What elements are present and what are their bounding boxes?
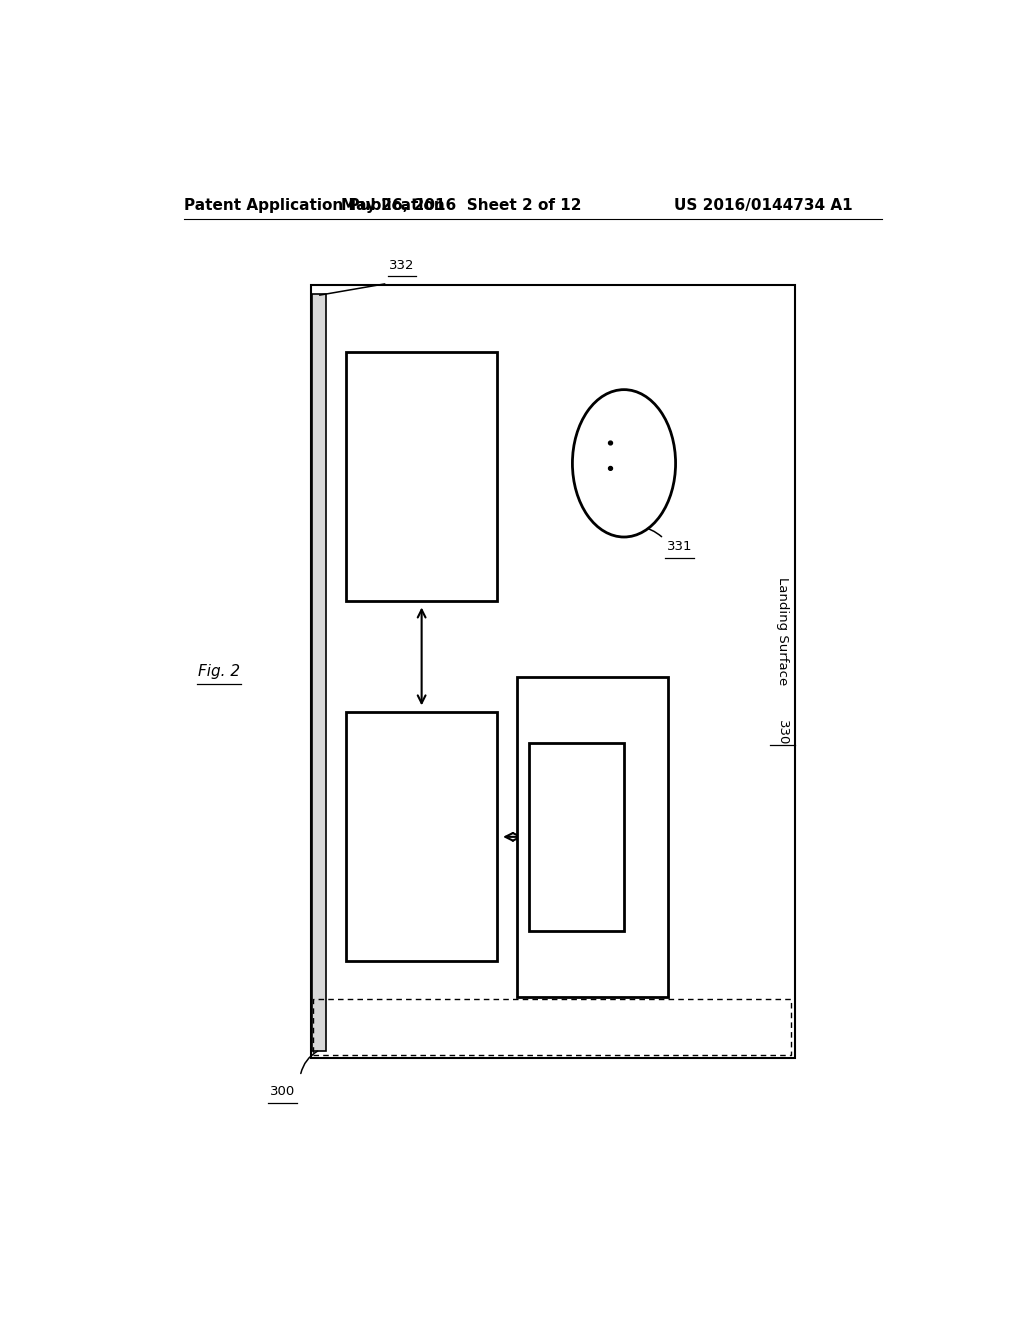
Bar [346, 351, 497, 601]
Bar [310, 285, 795, 1057]
Text: 332: 332 [389, 259, 415, 272]
Text: May 26, 2016  Sheet 2 of 12: May 26, 2016 Sheet 2 of 12 [341, 198, 582, 213]
Text: Resource Storage: Resource Storage [415, 387, 428, 504]
Ellipse shape [608, 466, 612, 470]
Text: 310: 310 [415, 880, 428, 906]
Text: 331: 331 [667, 540, 692, 553]
Bar [313, 999, 792, 1055]
Text: 320: 320 [650, 941, 663, 968]
Ellipse shape [608, 441, 612, 445]
Text: 300: 300 [270, 1085, 295, 1098]
Bar [517, 677, 668, 997]
Text: 321: 321 [570, 875, 583, 900]
Text: Manipulator: Manipulator [415, 767, 428, 846]
Text: US 2016/0144734 A1: US 2016/0144734 A1 [674, 198, 852, 213]
Ellipse shape [572, 389, 676, 537]
Text: Manipulator Compartment: Manipulator Compartment [650, 714, 663, 879]
Bar [312, 293, 327, 1051]
Text: Landing Surface: Landing Surface [776, 577, 790, 685]
Text: Fig. 2: Fig. 2 [199, 664, 241, 680]
Text: 330: 330 [776, 719, 790, 746]
Bar [346, 713, 497, 961]
Text: Patent Application Publication: Patent Application Publication [183, 198, 444, 213]
Text: Manipulator Engine: Manipulator Engine [570, 751, 583, 873]
Text: 340: 340 [415, 529, 428, 554]
Bar [528, 743, 624, 931]
